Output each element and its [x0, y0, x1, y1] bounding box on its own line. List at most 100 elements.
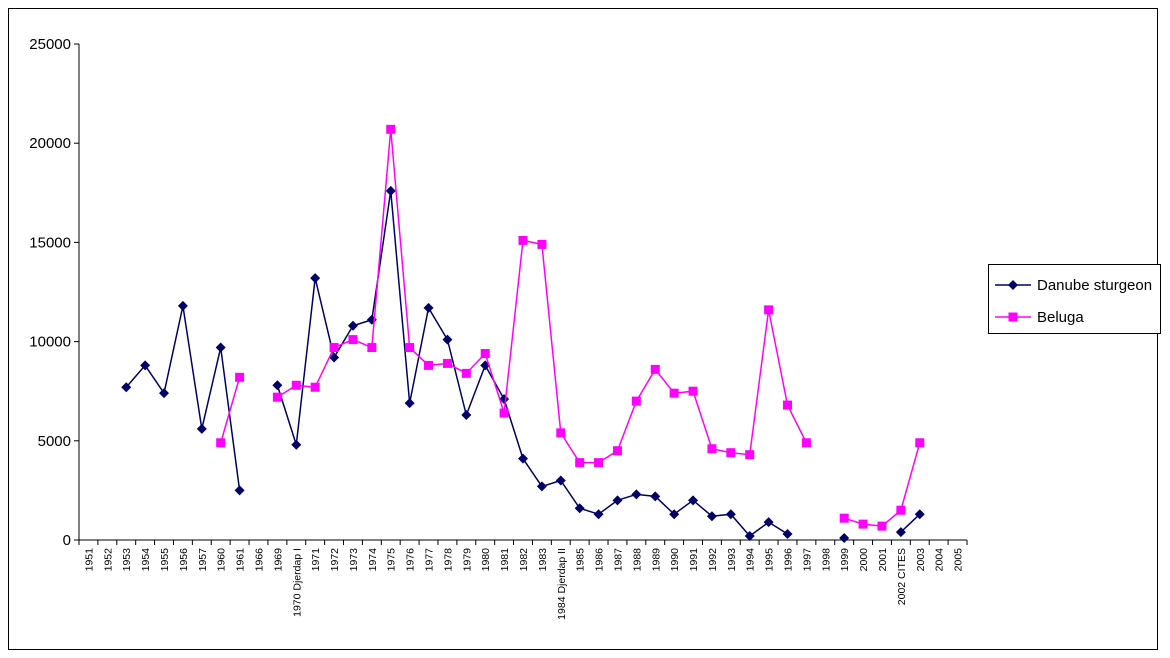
- series-line-danube: [276, 190, 788, 538]
- point-beluga: [272, 392, 282, 402]
- point-danube: [121, 382, 132, 393]
- point-beluga: [329, 343, 339, 353]
- point-beluga: [688, 386, 698, 396]
- legend: Danube sturgeon Beluga: [988, 264, 1161, 334]
- x-tick-label: 1991: [688, 548, 700, 572]
- point-beluga: [783, 400, 793, 410]
- legend-marker-danube: [995, 280, 1031, 290]
- x-tick-label: 1988: [631, 548, 643, 572]
- series-line-beluga: [219, 377, 241, 443]
- point-beluga: [631, 396, 641, 406]
- x-tick-label: 1961: [235, 548, 247, 572]
- series-line-beluga: [843, 442, 921, 527]
- point-danube: [895, 527, 906, 538]
- point-beluga: [442, 358, 452, 368]
- x-tick-label: 1985: [575, 548, 587, 572]
- point-danube: [518, 453, 528, 464]
- point-danube: [404, 398, 415, 409]
- point-beluga: [707, 444, 717, 454]
- point-danube: [196, 423, 207, 434]
- x-tick-label: 1996: [783, 548, 795, 572]
- point-danube: [612, 495, 623, 506]
- point-beluga: [499, 408, 509, 418]
- point-danube: [177, 300, 188, 311]
- point-danube: [650, 491, 661, 502]
- x-tick-label: 1981: [499, 548, 511, 572]
- x-tick-label: 1974: [367, 548, 379, 572]
- point-danube: [688, 495, 699, 506]
- x-tick-label: 1966: [253, 548, 265, 572]
- y-tick-label: 25000: [29, 36, 71, 53]
- series-line-danube: [125, 305, 241, 491]
- x-tick-label: 1990: [669, 548, 681, 572]
- x-tick-label: 2003: [915, 548, 927, 572]
- x-tick-label: 1997: [801, 548, 813, 572]
- series-line-beluga: [276, 129, 808, 464]
- point-danube: [839, 533, 850, 544]
- point-danube: [782, 529, 793, 540]
- point-beluga: [612, 446, 622, 456]
- point-danube: [234, 485, 245, 496]
- point-beluga: [650, 364, 660, 374]
- x-tick-label: 1957: [197, 548, 209, 572]
- x-tick-label: 1979: [461, 548, 473, 572]
- x-tick-label: 2004: [934, 548, 946, 572]
- point-danube: [159, 388, 170, 399]
- legend-item-beluga: Beluga: [995, 307, 1084, 327]
- point-beluga: [801, 438, 811, 448]
- x-tick-label: 1969: [272, 548, 284, 572]
- point-beluga: [745, 450, 755, 460]
- point-danube: [631, 489, 642, 500]
- point-danube: [763, 517, 774, 528]
- point-beluga: [764, 305, 774, 315]
- x-tick-label: 1960: [216, 548, 228, 572]
- y-tick-label: 10000: [29, 334, 71, 351]
- x-tick-label: 1971: [310, 548, 322, 572]
- point-beluga: [669, 388, 679, 398]
- point-danube: [593, 509, 604, 520]
- x-tick-label: 1975: [386, 548, 398, 572]
- x-tick-label: 1952: [102, 548, 114, 572]
- x-tick-label: 1999: [839, 548, 851, 572]
- point-danube: [669, 509, 680, 520]
- x-tick-label: 1989: [650, 548, 662, 572]
- x-tick-label: 1998: [820, 548, 832, 572]
- point-beluga: [386, 124, 396, 134]
- point-danube: [706, 511, 717, 522]
- x-tick-label: 1977: [424, 548, 436, 572]
- point-beluga: [575, 458, 585, 468]
- x-tick-label: 1993: [726, 548, 738, 572]
- x-tick-label: 1983: [537, 548, 549, 572]
- x-tick-label: 1978: [442, 548, 454, 572]
- point-beluga: [858, 519, 868, 529]
- x-tick-label: 1956: [178, 548, 190, 572]
- x-tick-label: 1995: [764, 548, 776, 572]
- x-tick-label: 1992: [707, 548, 719, 572]
- series-line-danube: [900, 513, 921, 533]
- x-tick-label: 1986: [594, 548, 606, 572]
- point-beluga: [594, 458, 604, 468]
- x-tick-label: 2001: [877, 548, 889, 572]
- point-danube: [366, 314, 377, 325]
- point-beluga: [839, 513, 849, 523]
- point-danube: [744, 531, 755, 542]
- legend-marker-beluga: [995, 312, 1031, 322]
- point-beluga: [518, 235, 528, 245]
- point-danube: [329, 352, 340, 363]
- point-danube: [291, 439, 302, 450]
- x-tick-label: 1954: [140, 548, 152, 572]
- x-tick-label: 1951: [83, 548, 95, 572]
- y-tick-label: 5000: [38, 433, 71, 450]
- point-beluga: [915, 438, 925, 448]
- point-beluga: [405, 343, 415, 353]
- point-beluga: [235, 372, 245, 382]
- point-beluga: [461, 368, 471, 378]
- point-danube: [140, 360, 151, 371]
- point-beluga: [310, 382, 320, 392]
- legend-label-danube: Danube sturgeon: [1037, 276, 1153, 294]
- point-beluga: [896, 505, 906, 515]
- x-tick-label: 1955: [159, 548, 171, 572]
- x-tick-label: 1970 Djerdap I: [291, 548, 303, 617]
- x-tick-label: 1984 Djerdap II: [556, 548, 568, 620]
- point-danube: [555, 475, 566, 486]
